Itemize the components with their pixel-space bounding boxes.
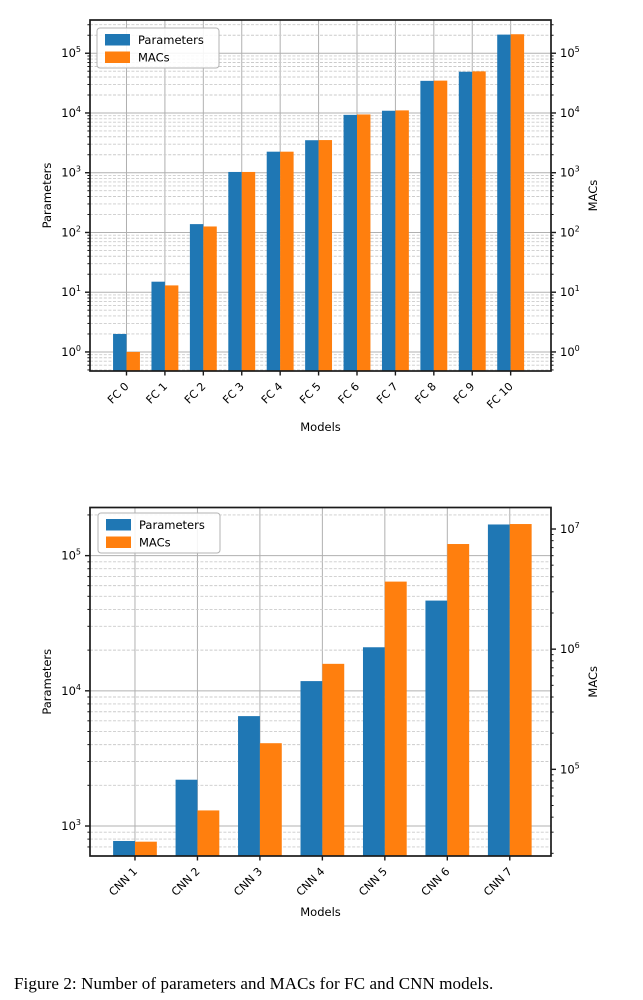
x-tick-label-cnn-5: CNN 5 [356, 865, 390, 899]
legend-swatch-macs [105, 51, 130, 63]
left-tick-label-10e5: 105 [61, 548, 81, 563]
x-tick-label-fc-4: FC 4 [259, 380, 286, 407]
right-tick-label-10e5: 105 [560, 45, 580, 60]
bar-macs-fc-8 [433, 80, 448, 371]
bar-parameters-fc-8 [420, 80, 434, 372]
bar-macs-cnn-1 [134, 841, 157, 856]
figure-caption: Figure 2: Number of parameters and MACs … [14, 974, 494, 993]
left-tick-label-10e4: 104 [61, 105, 81, 120]
left-tick-label-10e3: 103 [61, 818, 81, 833]
bar-parameters-fc-6 [343, 114, 357, 371]
chart-1: 100 101 102 103 104 105 100 101 102 103 104 105 FC 0… [40, 19, 600, 434]
x-tick-label-fc-10: FC 10 [484, 380, 515, 411]
right-tick-label-10e1: 101 [560, 284, 580, 299]
right-tick-label-10e6: 106 [560, 641, 580, 656]
bar-macs-cnn-2 [197, 810, 220, 856]
x-tick-label-cnn-6: CNN 6 [419, 865, 453, 899]
x-tick-label-cnn-1: CNN 1 [106, 865, 140, 899]
x-tick-label-cnn-3: CNN 3 [231, 865, 265, 899]
bar-parameters-cnn-5 [362, 647, 385, 856]
legend-swatch-parameters [106, 519, 131, 531]
axes-box [89, 506, 552, 857]
bar-macs-cnn-3 [259, 743, 282, 856]
bar-parameters-fc-7 [381, 110, 396, 372]
bar-parameters-fc-10 [497, 34, 511, 372]
legend: Parameters MACs [96, 27, 220, 69]
bar-parameters-cnn-4 [300, 681, 323, 856]
xlabel: Models [300, 905, 341, 919]
left-tick-label-10e1: 101 [61, 284, 81, 299]
legend-label-parameters: Parameters [138, 33, 204, 47]
bar-parameters-fc-0 [113, 333, 127, 371]
x-tick-label-fc-2: FC 2 [182, 380, 209, 407]
bar-parameters-cnn-7 [487, 524, 510, 856]
bar-macs-cnn-5 [384, 581, 407, 856]
bar-macs-fc-0 [126, 351, 140, 371]
xlabel: Models [300, 420, 341, 434]
left-tick-label-10e0: 100 [61, 344, 81, 359]
x-tick-label-fc-6: FC 6 [336, 380, 363, 407]
bar-parameters-fc-3 [228, 171, 242, 371]
bar-macs-cnn-6 [447, 544, 470, 856]
right-tick-label-10e3: 103 [560, 165, 580, 180]
x-tick-label-cnn-2: CNN 2 [169, 865, 203, 899]
x-tick-label-fc-0: FC 0 [105, 380, 132, 407]
ylabel-right: MACs [586, 666, 600, 698]
bar-parameters-fc-9 [458, 71, 473, 371]
ylabel-right: MACs [586, 180, 600, 212]
x-tick-label-cnn-4: CNN 4 [294, 865, 328, 899]
bar-parameters-cnn-6 [425, 600, 448, 856]
bar-parameters-fc-1 [151, 281, 165, 371]
right-tick-label-10e5: 105 [560, 761, 580, 776]
bar-macs-cnn-4 [322, 663, 345, 856]
axes-box [89, 19, 552, 372]
legend-swatch-parameters [105, 34, 130, 46]
bar-parameters-fc-5 [305, 140, 319, 371]
right-tick-label-10e4: 104 [560, 105, 580, 120]
bar-macs-fc-9 [472, 71, 486, 371]
legend-label-macs: MACs [139, 536, 171, 550]
legend-swatch-macs [106, 536, 131, 548]
bar-macs-fc-10 [510, 34, 525, 372]
bar-parameters-cnn-3 [238, 716, 260, 856]
left-tick-label-10e2: 102 [61, 224, 81, 239]
ylabel-left: Parameters [40, 649, 54, 715]
x-tick-label-fc-7: FC 7 [374, 380, 401, 407]
x-tick-label-fc-5: FC 5 [297, 380, 324, 407]
x-tick-label-cnn-7: CNN 7 [481, 865, 515, 899]
ylabel-left: Parameters [40, 163, 54, 229]
right-tick-label-10e0: 100 [560, 344, 580, 359]
legend-label-macs: MACs [138, 51, 170, 65]
bar-macs-fc-6 [356, 114, 371, 371]
left-tick-label-10e4: 104 [61, 683, 81, 698]
left-tick-label-10e5: 105 [61, 45, 81, 60]
bar-parameters-cnn-1 [113, 840, 135, 856]
x-tick-label-fc-8: FC 8 [412, 380, 439, 407]
x-tick-label-fc-3: FC 3 [220, 380, 247, 407]
bar-parameters-fc-2 [189, 224, 204, 371]
legend: Parameters MACs [97, 512, 221, 554]
bar-macs-fc-2 [203, 226, 217, 371]
bar-macs-fc-7 [395, 110, 409, 371]
bar-macs-fc-5 [318, 140, 333, 371]
bar-macs-fc-1 [164, 285, 179, 371]
charts-canvas: 100 101 102 103 104 105 100 101 102 103 104 105 FC 0… [40, 19, 600, 919]
bar-macs-fc-3 [241, 171, 256, 371]
chart-2: 103 104 105 105 106 107 CNN 1 CNN 2 CNN 3 CNN 4 CN… [40, 506, 600, 919]
x-tick-label-fc-1: FC 1 [144, 380, 171, 407]
bar-parameters-cnn-2 [175, 779, 198, 856]
bar-macs-fc-4 [280, 151, 294, 371]
bar-macs-cnn-7 [509, 524, 532, 856]
right-tick-label-10e7: 107 [560, 521, 580, 536]
x-tick-label-fc-9: FC 9 [451, 380, 478, 407]
legend-label-parameters: Parameters [139, 518, 205, 532]
right-tick-label-10e2: 102 [560, 224, 580, 239]
bar-parameters-fc-4 [266, 151, 281, 371]
left-tick-label-10e3: 103 [61, 165, 81, 180]
